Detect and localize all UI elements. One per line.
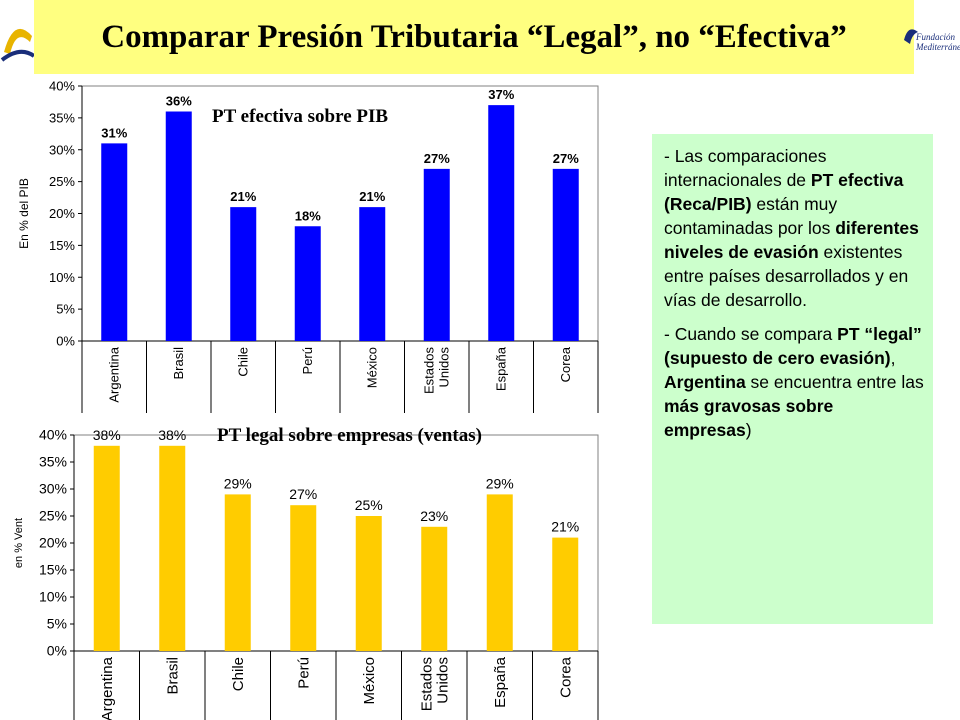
y-tick-label: 15%: [49, 238, 75, 253]
y-axis-label: en % Vent: [13, 518, 25, 568]
y-tick-label: 40%: [39, 427, 67, 443]
bar-3: [224, 494, 251, 651]
bar-6: [421, 526, 448, 651]
note-text-segment: están muy contaminadas por los: [664, 194, 838, 238]
category-label: Argentina: [107, 346, 122, 402]
note-text-segment: ): [745, 420, 752, 440]
y-tick-label: 5%: [56, 302, 75, 317]
y-tick-label: 40%: [49, 79, 75, 94]
category-label: Argentina: [99, 656, 116, 720]
data-label: 21%: [551, 519, 579, 535]
note-text-segment: Argentina: [664, 372, 746, 392]
data-label: 27%: [553, 151, 579, 166]
y-tick-label: 25%: [39, 508, 67, 524]
bar-6: [423, 168, 450, 341]
bar-2: [159, 445, 186, 651]
bar-5: [355, 516, 382, 651]
bar-5: [359, 207, 386, 341]
data-label: 23%: [420, 508, 448, 524]
note-text-segment: diferentes niveles de evasión: [664, 218, 919, 262]
category-label: Unidos: [437, 347, 452, 388]
chart-pt-efectiva: 0% 5% 10% 15% 20% 25% 30% 35% 40% En % del PIB PT …: [17, 79, 599, 413]
y-tick-label: 0%: [56, 334, 75, 349]
y-tick-label: 30%: [39, 481, 67, 497]
fundacion-mediterranea-logo-icon: Fundación Mediterránea: [904, 29, 960, 52]
logo-line-1: Fundación: [915, 32, 955, 42]
y-tick-label: 10%: [39, 589, 67, 605]
y-tick-label: 25%: [49, 174, 75, 189]
page-title: Comparar Presión Tributaria “Legal”, no …: [101, 18, 847, 55]
note-paragraph-2: - Cuando se compara PT “legal” (supuesto…: [664, 322, 925, 442]
bar-7: [488, 105, 515, 341]
chart-title: PT efectiva sobre PIB: [212, 106, 388, 127]
data-label: 37%: [488, 87, 514, 102]
data-label: 21%: [359, 189, 385, 204]
category-label: Estados: [422, 347, 437, 394]
y-tick-label: 5%: [47, 616, 67, 632]
y-tick-label: 0%: [47, 643, 67, 659]
logo-line-2: Mediterránea: [915, 42, 960, 52]
y-tick-label: 30%: [49, 142, 75, 157]
category-label: España: [494, 346, 509, 391]
category-label: Chile: [230, 657, 247, 691]
bar-8: [552, 168, 579, 341]
note-text-segment: PT “legal” (supuesto de cero evasión): [664, 324, 922, 368]
plot-area: [73, 434, 599, 652]
category-label: Chile: [236, 347, 251, 377]
category-label: Brasil: [171, 347, 186, 380]
bar-2: [165, 111, 192, 341]
y-tick-label: 20%: [39, 535, 67, 551]
category-label: Corea: [558, 346, 573, 382]
category-label: México: [365, 347, 380, 388]
data-label: 27%: [289, 486, 317, 502]
data-label: 29%: [486, 475, 514, 491]
category-label: Perú: [295, 657, 312, 689]
data-label: 18%: [295, 208, 321, 223]
category-label: Corea: [557, 656, 574, 698]
note-text-segment: PT efectiva (Reca/PIB): [664, 170, 904, 214]
note-text-segment: - Cuando se compara: [664, 324, 838, 344]
bar-8: [552, 537, 579, 651]
data-label: 38%: [158, 427, 186, 443]
data-label: 21%: [230, 189, 256, 204]
category-label: México: [361, 657, 378, 705]
bar-4: [290, 505, 317, 651]
explanation-note: - Las comparaciones internacionales de P…: [652, 134, 933, 624]
y-axis-label: En % del PIB: [17, 178, 31, 249]
bar-7: [486, 494, 513, 651]
y-tick-label: 20%: [49, 206, 75, 221]
category-label: Perú: [300, 347, 315, 374]
data-label: 38%: [93, 427, 121, 443]
y-tick-label: 35%: [49, 110, 75, 125]
y-tick-label: 15%: [39, 562, 67, 578]
foundation-logo-fragment-icon: [0, 28, 36, 62]
note-text-segment: se encuentra entre las: [745, 372, 924, 392]
note-text-segment: más gravosas sobre empresas: [664, 396, 834, 440]
data-label: 27%: [424, 151, 450, 166]
y-tick-label: 35%: [39, 454, 67, 470]
data-label: 25%: [355, 497, 383, 513]
y-tick-label: 10%: [49, 270, 75, 285]
category-label: Brasil: [164, 657, 181, 695]
bar-3: [230, 207, 257, 341]
category-label: España: [492, 656, 509, 708]
chart-title: PT legal sobre empresas (ventas): [217, 425, 482, 446]
note-paragraph-1: - Las comparaciones internacionales de P…: [664, 144, 925, 312]
data-label: 36%: [166, 94, 192, 109]
note-text-segment: ,: [890, 348, 896, 368]
data-label: 29%: [224, 475, 252, 491]
data-label: 31%: [101, 125, 127, 140]
chart-pt-legal: 0% 5% 10% 15% 20% 25% 30% 35% 40% en % Vent PT leg…: [13, 425, 599, 720]
title-banner: Comparar Presión Tributaria “Legal”, no …: [34, 0, 914, 74]
note-text-segment: existentes entre países desarrollados y …: [664, 242, 909, 310]
category-label: Unidos: [434, 657, 451, 704]
category-label: Estados: [418, 657, 435, 711]
bar-4: [294, 226, 321, 341]
bar-1: [93, 445, 120, 651]
note-text-segment: - Las comparaciones internacionales de: [664, 146, 827, 190]
bar-1: [101, 143, 128, 341]
